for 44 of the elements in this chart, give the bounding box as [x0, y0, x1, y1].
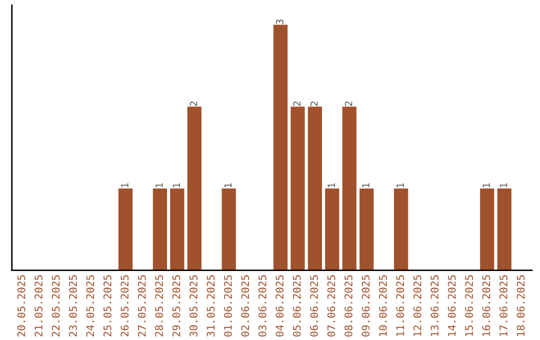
x-tick-label: 06.06.2025 [310, 275, 318, 336]
data-label: 1 [224, 183, 232, 188]
x-tick-label: 14.06.2025 [448, 275, 456, 336]
x-tick-label: 28.05.2025 [155, 275, 164, 336]
data-label: 2 [344, 102, 352, 106]
x-tick-label: 03.06.2025 [258, 275, 266, 336]
data-label: 3 [276, 20, 284, 24]
data-label: 1 [121, 183, 128, 188]
x-tick-label: 27.05.2025 [138, 275, 146, 336]
x-tick-label: 22.05.2025 [52, 275, 60, 336]
data-label: 1 [500, 183, 508, 188]
x-tick-label: 29.05.2025 [172, 275, 180, 336]
x-tick-label: 17.06.2025 [500, 275, 508, 336]
data-label: 2 [293, 102, 300, 106]
x-tick-label: 05.06.2025 [292, 275, 301, 336]
data-label: 1 [482, 183, 490, 188]
data-label: 1 [328, 183, 335, 188]
data-label: 2 [190, 102, 198, 106]
x-tick-label: 25.05.2025 [103, 275, 112, 336]
x-tick-label: 12.06.2025 [413, 275, 422, 336]
x-tick-label: 23.05.2025 [69, 275, 77, 336]
x-tick-label: 02.06.2025 [241, 275, 250, 336]
x-tick-label: 16.06.2025 [482, 275, 490, 336]
x-tick-label: 18.06.2025 [516, 275, 525, 336]
x-tick-label: 30.05.2025 [190, 275, 198, 336]
x-tick-label: 08.06.2025 [344, 275, 352, 336]
x-tick-label: 09.06.2025 [362, 275, 370, 336]
data-label: 1 [396, 183, 404, 188]
x-tick-label: 21.05.2025 [34, 275, 42, 336]
x-tick-label: 26.05.2025 [120, 275, 129, 336]
x-tick-label: 10.06.2025 [378, 275, 387, 336]
x-tick-label: 20.05.2025 [17, 275, 26, 336]
x-tick-label: 07.06.2025 [327, 275, 336, 336]
x-tick-label: 31.05.2025 [206, 275, 215, 336]
data-label: 2 [310, 102, 318, 106]
x-tick-label: 11.06.2025 [396, 275, 404, 336]
x-tick-label: 15.06.2025 [465, 275, 473, 336]
data-label: 1 [362, 183, 370, 188]
x-tick-label: 04.06.2025 [276, 275, 284, 336]
x-tick-label: 01.06.2025 [224, 275, 232, 336]
x-tick-label: 24.05.2025 [86, 275, 94, 336]
data-label: 1 [172, 183, 180, 188]
x-tick-label: 13.06.2025 [430, 275, 439, 336]
data-label: 1 [156, 183, 163, 188]
